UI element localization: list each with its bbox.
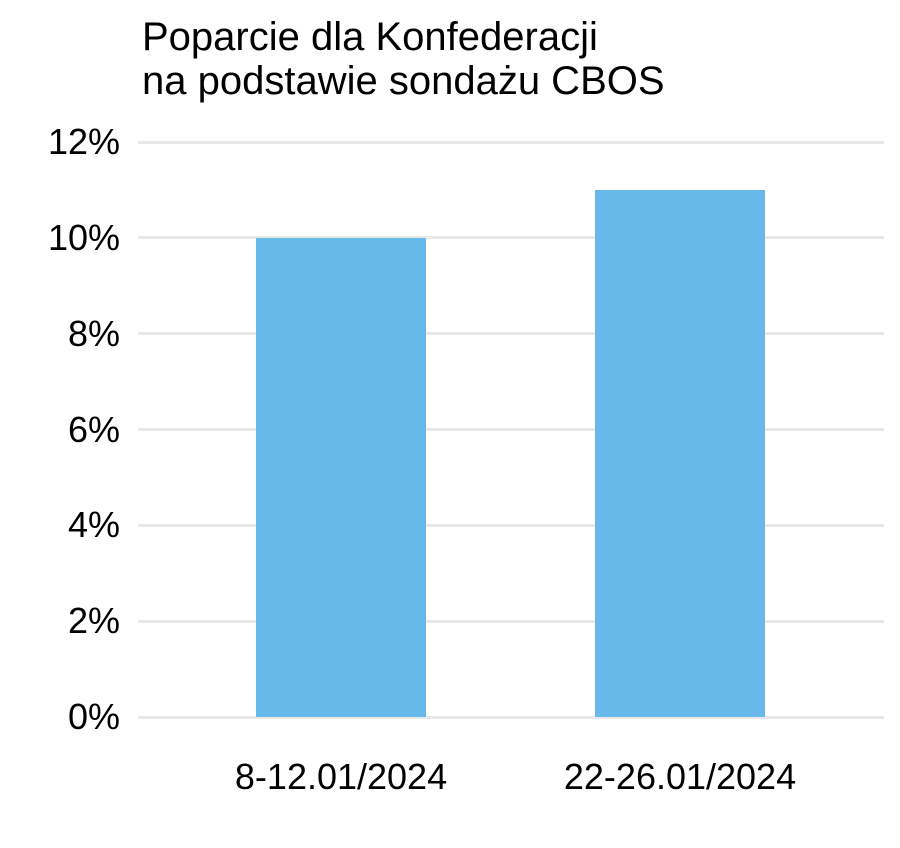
y-tick-label: 0% <box>67 696 120 737</box>
gridline <box>138 523 884 527</box>
x-tick-label: 22-26.01/2024 <box>563 756 797 797</box>
y-tick-label: 4% <box>67 504 120 546</box>
y-tick-label: 6% <box>67 408 120 450</box>
gridline <box>138 619 884 623</box>
y-tick-label: 12% <box>47 121 120 162</box>
gridline <box>138 715 884 719</box>
bar <box>595 189 765 717</box>
gridline <box>138 428 884 431</box>
gridline <box>138 332 884 336</box>
chart-title: Poparcie dla Konfederacji na podstawie s… <box>142 15 665 103</box>
y-tick-label: 8% <box>67 312 120 354</box>
y-tick-label: 2% <box>67 600 120 642</box>
y-tick-label: 10% <box>47 216 120 258</box>
chart-title-line1: Poparcie dla Konfederacji <box>142 15 598 59</box>
bar <box>256 237 426 717</box>
gridline <box>138 140 884 144</box>
x-tick-label: 8-12.01/2024 <box>234 756 448 797</box>
chart-title-line2: na podstawie sondażu CBOS <box>142 59 665 103</box>
gridline <box>138 236 884 240</box>
